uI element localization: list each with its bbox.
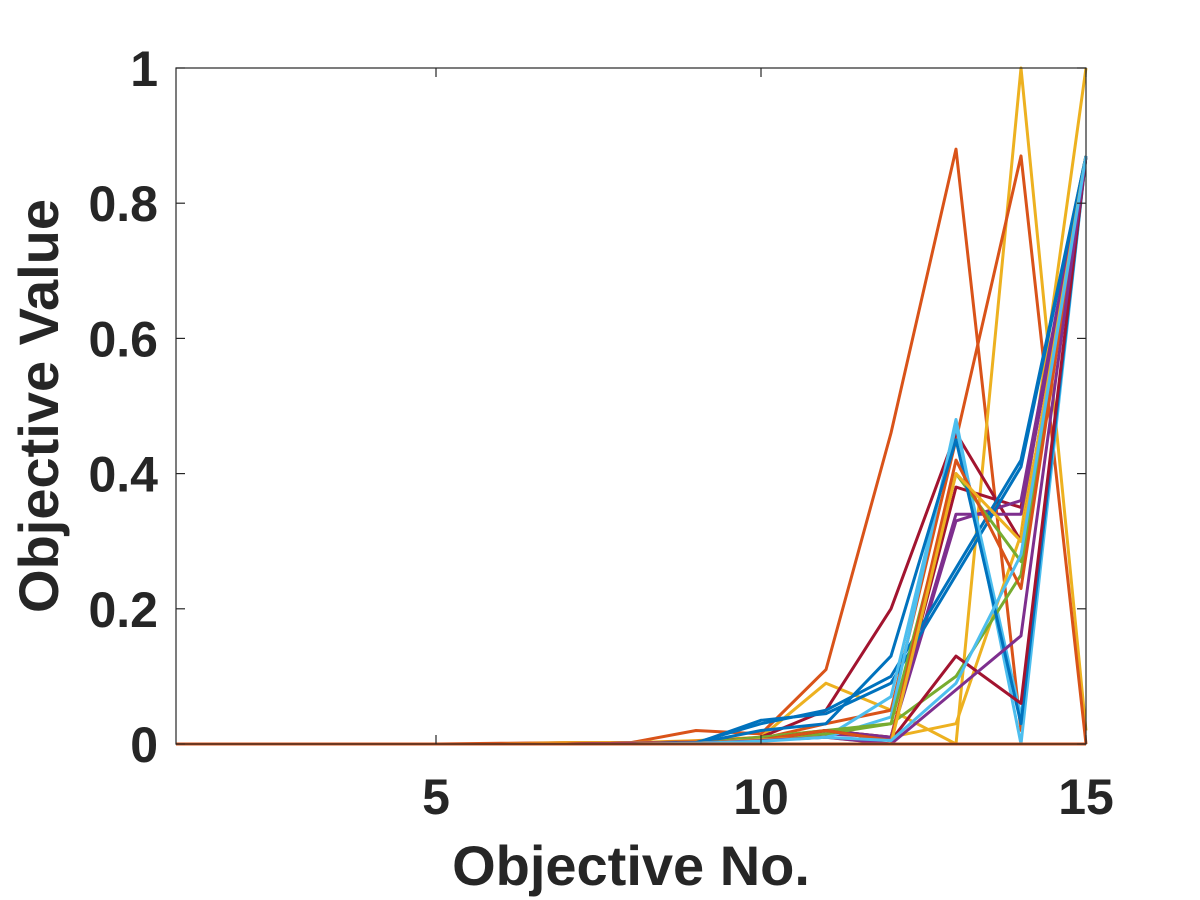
y-tick-label: 0.2	[88, 582, 158, 638]
x-tick-label: 15	[1058, 769, 1114, 825]
y-tick-label: 1	[130, 41, 158, 97]
tick-labels: 5 10 15 0 0.2 0.4 0.6 0.8 1	[88, 41, 1113, 825]
x-tick-label: 10	[733, 769, 789, 825]
x-axis-label: Objective No.	[452, 834, 810, 897]
x-tick-label: 5	[422, 769, 450, 825]
y-tick-label: 0.8	[88, 176, 158, 232]
axes-box	[175, 67, 1087, 745]
y-tick-label: 0.4	[88, 447, 158, 503]
axes	[175, 67, 1087, 745]
plot-background	[176, 68, 1086, 744]
y-tick-label: 0.6	[88, 311, 158, 367]
plot-area	[176, 68, 1086, 744]
y-tick-label: 0	[130, 717, 158, 773]
y-axis-label: Objective Value	[7, 199, 70, 613]
